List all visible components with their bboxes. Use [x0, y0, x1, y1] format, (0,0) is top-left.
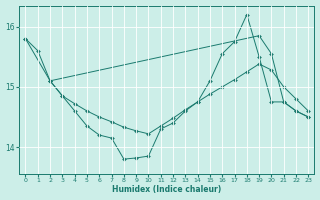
X-axis label: Humidex (Indice chaleur): Humidex (Indice chaleur)	[112, 185, 221, 194]
